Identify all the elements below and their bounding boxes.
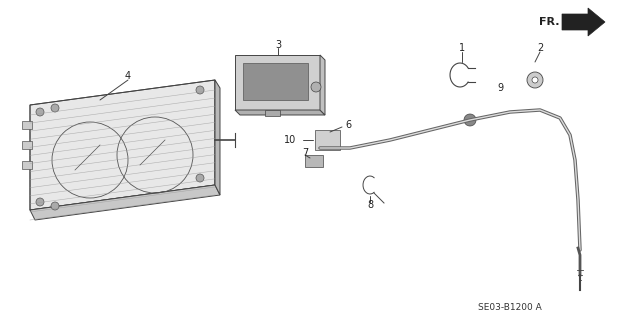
Circle shape — [36, 108, 44, 116]
Circle shape — [464, 114, 476, 126]
Bar — [22, 161, 32, 169]
Bar — [305, 155, 323, 167]
Text: 1: 1 — [459, 43, 465, 53]
Circle shape — [532, 77, 538, 83]
Text: SE03-B1200 A: SE03-B1200 A — [478, 303, 542, 313]
Polygon shape — [562, 8, 605, 36]
Text: 3: 3 — [275, 40, 281, 50]
Text: 2: 2 — [537, 43, 543, 53]
Polygon shape — [235, 110, 325, 115]
Circle shape — [527, 72, 543, 88]
Bar — [235, 55, 320, 110]
Circle shape — [51, 202, 59, 210]
Polygon shape — [215, 80, 220, 195]
Circle shape — [196, 86, 204, 94]
Polygon shape — [320, 55, 325, 115]
Polygon shape — [30, 80, 215, 210]
Text: 7: 7 — [302, 148, 308, 158]
Bar — [22, 121, 32, 129]
Text: 4: 4 — [125, 71, 131, 81]
Bar — [315, 130, 340, 150]
Circle shape — [51, 104, 59, 112]
Polygon shape — [30, 185, 220, 220]
Bar — [243, 63, 308, 100]
Bar — [265, 110, 280, 116]
Text: 6: 6 — [345, 120, 351, 130]
Text: 8: 8 — [367, 200, 373, 210]
Circle shape — [36, 198, 44, 206]
Text: 10: 10 — [284, 135, 296, 145]
Text: FR.: FR. — [540, 17, 560, 27]
Bar — [22, 141, 32, 149]
Circle shape — [196, 174, 204, 182]
Circle shape — [311, 82, 321, 92]
Text: 9: 9 — [497, 83, 503, 93]
